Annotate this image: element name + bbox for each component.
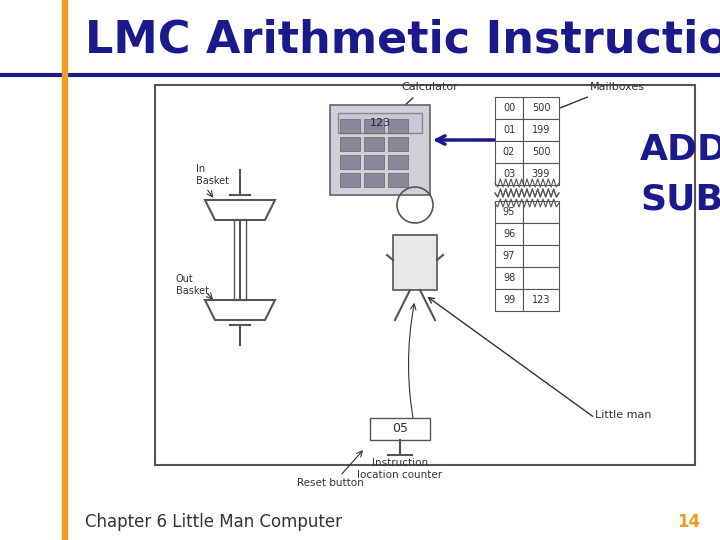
Bar xyxy=(495,119,523,141)
Bar xyxy=(388,155,408,169)
Text: 98: 98 xyxy=(503,273,515,283)
Text: 03: 03 xyxy=(503,169,515,179)
Bar xyxy=(523,223,559,245)
Bar xyxy=(62,0,67,540)
Text: Instruction
location counter: Instruction location counter xyxy=(357,458,443,480)
Text: Calculator: Calculator xyxy=(402,82,459,92)
Bar xyxy=(364,173,384,187)
Text: Out
Basket: Out Basket xyxy=(176,274,209,296)
Text: 199: 199 xyxy=(532,125,550,135)
Text: 97: 97 xyxy=(503,251,516,261)
Bar xyxy=(523,163,559,185)
Text: 14: 14 xyxy=(677,513,700,531)
Bar xyxy=(340,155,360,169)
Bar xyxy=(495,97,523,119)
Bar xyxy=(523,119,559,141)
Text: 00: 00 xyxy=(503,103,515,113)
Bar xyxy=(495,267,523,289)
Bar xyxy=(523,141,559,163)
Text: 500: 500 xyxy=(532,103,550,113)
Bar xyxy=(338,113,422,133)
Text: SUB: SUB xyxy=(640,183,720,217)
Bar xyxy=(523,289,559,311)
Text: Mailboxes: Mailboxes xyxy=(590,82,645,92)
Bar xyxy=(364,155,384,169)
Bar xyxy=(495,201,523,223)
Bar xyxy=(330,105,430,195)
Bar xyxy=(523,245,559,267)
Text: 95: 95 xyxy=(503,207,516,217)
Text: 01: 01 xyxy=(503,125,515,135)
Bar xyxy=(340,119,360,133)
Text: 99: 99 xyxy=(503,295,515,305)
Bar xyxy=(340,173,360,187)
Bar xyxy=(388,119,408,133)
Bar xyxy=(370,418,430,440)
Text: ADD: ADD xyxy=(640,133,720,167)
Bar xyxy=(495,245,523,267)
Bar xyxy=(388,173,408,187)
Bar xyxy=(523,97,559,119)
Text: Little man: Little man xyxy=(595,410,652,420)
Text: 123: 123 xyxy=(532,295,550,305)
Text: Chapter 6 Little Man Computer: Chapter 6 Little Man Computer xyxy=(85,513,342,531)
Bar xyxy=(388,137,408,151)
Bar xyxy=(155,85,695,465)
Bar xyxy=(523,267,559,289)
Bar xyxy=(495,223,523,245)
Bar xyxy=(523,201,559,223)
Bar xyxy=(393,235,437,290)
Text: 500: 500 xyxy=(532,147,550,157)
Text: 123: 123 xyxy=(369,118,390,128)
Bar xyxy=(495,141,523,163)
Bar xyxy=(340,137,360,151)
Text: 96: 96 xyxy=(503,229,515,239)
Bar xyxy=(364,119,384,133)
Bar xyxy=(495,289,523,311)
Text: In
Basket: In Basket xyxy=(196,164,229,186)
Text: 399: 399 xyxy=(532,169,550,179)
Text: Reset button: Reset button xyxy=(297,478,364,488)
Bar xyxy=(364,137,384,151)
Text: 05: 05 xyxy=(392,422,408,435)
Text: LMC Arithmetic Instructions: LMC Arithmetic Instructions xyxy=(85,18,720,62)
Bar xyxy=(495,163,523,185)
Text: 02: 02 xyxy=(503,147,516,157)
